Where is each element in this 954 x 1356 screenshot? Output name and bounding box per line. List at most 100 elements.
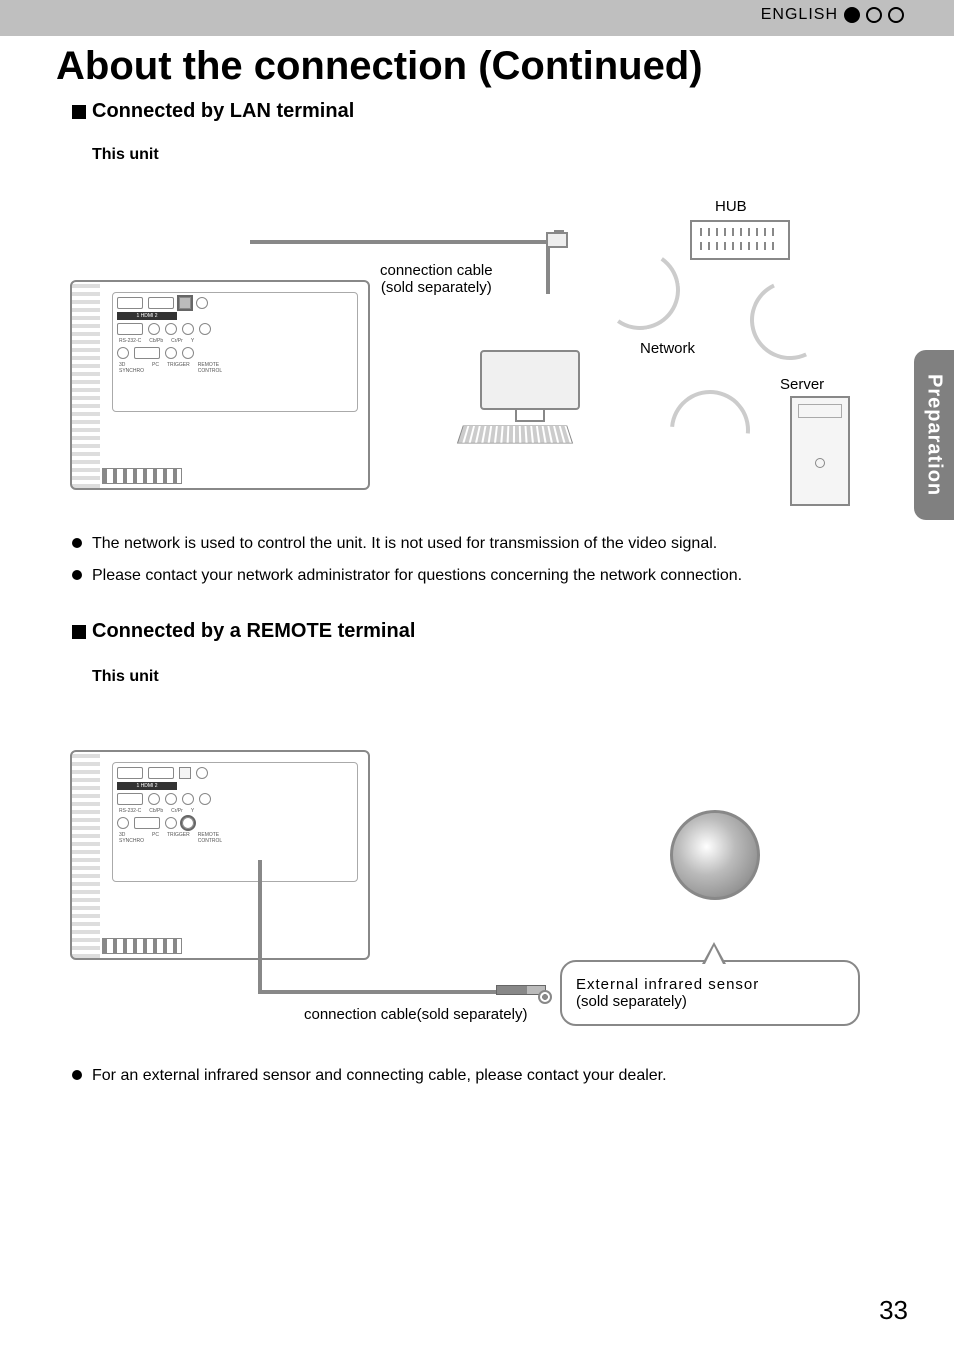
server-illustration <box>790 396 850 506</box>
lang-dot-1 <box>844 7 860 23</box>
hub-illustration <box>690 220 790 260</box>
cbpb-label: Cb/Pb <box>149 338 163 344</box>
y-label: Y <box>191 338 194 344</box>
remote-port-icon <box>182 817 194 829</box>
pc-label: PC <box>152 832 159 844</box>
keyboard-illustration <box>457 425 573 443</box>
trigger-port-icon <box>165 817 177 829</box>
sync3d-label: 3D SYNCHRO <box>119 832 144 844</box>
section2-unit-label: This unit <box>92 668 159 686</box>
projector-illustration: 1 HDMI 2 RS-232-C Cb/Pb Cr/Pr Y <box>70 750 370 960</box>
sync3d-port-icon <box>117 817 129 829</box>
lan-diagram: 1 HDMI 2 RS-232-C Cb/Pb Cr/Pr Y <box>70 180 890 520</box>
y-label: Y <box>191 808 194 814</box>
pc-monitor-illustration <box>480 350 580 430</box>
trigger-port-icon <box>165 347 177 359</box>
bullet-dot-icon <box>72 538 82 548</box>
hdmi1-port-icon <box>117 297 143 309</box>
network-arrow-icon <box>739 269 842 372</box>
cbpb-port-icon <box>148 793 160 805</box>
bullet-text: For an external infrared sensor and conn… <box>92 1064 667 1088</box>
square-marker-icon <box>72 625 86 639</box>
remote-cable-line <box>258 860 262 990</box>
projector-rear-panel: 1 HDMI 2 RS-232-C Cb/Pb Cr/Pr Y <box>112 292 358 412</box>
lan-cable-label-line1: connection cable <box>380 262 493 279</box>
page-title: About the connection (Continued) <box>56 44 703 89</box>
remote-label: REMOTE CONTROL <box>198 362 222 374</box>
bullet-item: For an external infrared sensor and conn… <box>72 1064 894 1088</box>
hdmi1-port-icon <box>117 767 143 779</box>
bullet-item: Please contact your network administrato… <box>72 564 894 588</box>
server-label: Server <box>780 376 824 393</box>
lang-dot-2 <box>866 7 882 23</box>
bullet-text: Please contact your network administrato… <box>92 564 742 588</box>
hdmi2-port-icon <box>148 297 174 309</box>
extra-port-icon <box>199 323 211 335</box>
bullet-item: The network is used to control the unit.… <box>72 532 894 556</box>
pc-port-icon <box>134 347 160 359</box>
rs232c-port-icon <box>117 323 143 335</box>
hdmi-bar-label: 1 HDMI 2 <box>117 782 177 790</box>
lang-dot-3 <box>888 7 904 23</box>
bullet-text: The network is used to control the unit.… <box>92 532 717 556</box>
lan-cable-label: connection cable (sold separately) <box>380 262 493 296</box>
network-label: Network <box>640 340 695 357</box>
lan-port-icon <box>179 767 191 779</box>
side-tab-label: Preparation <box>923 374 946 496</box>
section2-heading-text: Connected by a REMOTE terminal <box>92 620 415 643</box>
side-tab-preparation: Preparation <box>914 350 954 520</box>
trigger-label: TRIGGER <box>167 362 190 374</box>
language-indicator: ENGLISH <box>761 6 904 24</box>
page-number: 33 <box>879 1295 908 1326</box>
remote-port-icon <box>182 347 194 359</box>
callout-line1: External infrared sensor <box>576 976 844 993</box>
remote-label: REMOTE CONTROL <box>198 832 222 844</box>
projector-rear-panel: 1 HDMI 2 RS-232-C Cb/Pb Cr/Pr Y <box>112 762 358 882</box>
hdmi-bar-label: 1 HDMI 2 <box>117 312 177 320</box>
sync3d-port-icon <box>117 347 129 359</box>
crpr-label: Cr/Pr <box>171 808 183 814</box>
projector-illustration: 1 HDMI 2 RS-232-C Cb/Pb Cr/Pr Y <box>70 280 370 490</box>
y-port-icon <box>182 323 194 335</box>
lan-port-icon <box>179 297 191 309</box>
lan-cable-label-line2: (sold separately) <box>380 279 493 296</box>
callout-tail-icon <box>702 942 726 964</box>
misc-port-icon <box>196 767 208 779</box>
pc-port-icon <box>134 817 160 829</box>
cbpb-label: Cb/Pb <box>149 808 163 814</box>
section2-bullets: For an external infrared sensor and conn… <box>72 1064 894 1096</box>
section1-bullets: The network is used to control the unit.… <box>72 532 894 596</box>
crpr-port-icon <box>165 793 177 805</box>
bullet-dot-icon <box>72 570 82 580</box>
language-label: ENGLISH <box>761 6 838 24</box>
section1-heading-text: Connected by LAN terminal <box>92 100 354 123</box>
projector-vent-icon <box>102 938 182 954</box>
rj45-plug-icon <box>546 232 568 248</box>
network-arrow-icon <box>654 374 767 487</box>
crpr-label: Cr/Pr <box>171 338 183 344</box>
remote-cable-line <box>258 990 498 994</box>
projector-vent-icon <box>102 468 182 484</box>
callout-line2: (sold separately) <box>576 993 844 1010</box>
rs232c-port-icon <box>117 793 143 805</box>
ir-sensor-illustration <box>670 810 760 900</box>
hdmi2-port-icon <box>148 767 174 779</box>
ir-sensor-callout: External infrared sensor (sold separatel… <box>560 960 860 1026</box>
sync3d-label: 3D SYNCHRO <box>119 362 144 374</box>
rs232c-label: RS-232-C <box>119 338 141 344</box>
network-arrow-icon <box>594 244 687 337</box>
extra-port-icon <box>199 793 211 805</box>
remote-cable-label: connection cable(sold separately) <box>304 1006 527 1023</box>
y-port-icon <box>182 793 194 805</box>
misc-port-icon <box>196 297 208 309</box>
section2-heading: Connected by a REMOTE terminal <box>72 620 415 643</box>
cbpb-port-icon <box>148 323 160 335</box>
remote-diagram: 1 HDMI 2 RS-232-C Cb/Pb Cr/Pr Y <box>70 700 890 1040</box>
rs232c-label: RS-232-C <box>119 808 141 814</box>
section1-heading: Connected by LAN terminal <box>72 100 354 123</box>
pc-label: PC <box>152 362 159 374</box>
crpr-port-icon <box>165 323 177 335</box>
square-marker-icon <box>72 105 86 119</box>
hub-label: HUB <box>715 198 747 215</box>
section1-unit-label: This unit <box>92 146 159 164</box>
